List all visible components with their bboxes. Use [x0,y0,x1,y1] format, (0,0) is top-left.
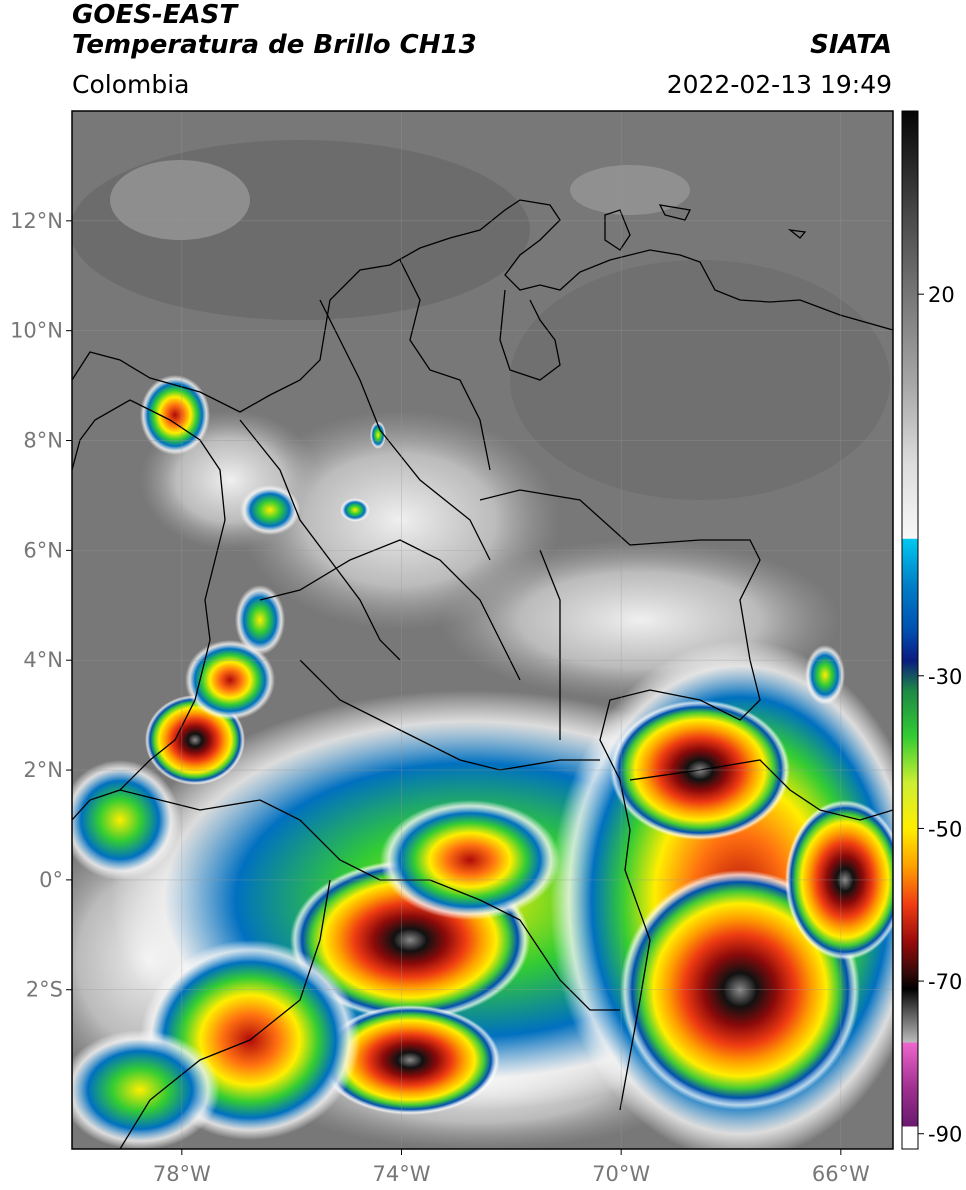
colorbar-tick-label: 20 [928,283,955,307]
borders [72,199,893,1149]
lat-tick-label: 10°N [10,319,63,343]
lat-tick-label: 2°S [26,978,63,1002]
colorbar-frame [901,110,919,1150]
ecuador-peru-border [119,879,331,1149]
convection-cell [380,800,560,920]
department-border [259,539,521,681]
colorbar-tick-label: -50 [928,817,962,841]
department-border [539,549,561,740]
imagery [72,111,893,1149]
datetime-label: 2022-02-13 19:49 [666,70,892,99]
convection-cell [235,585,285,655]
map-frame [71,110,894,1150]
colorbar-tick-label: -30 [928,665,962,689]
department-border [319,299,491,561]
convection-cell [140,375,210,455]
convection-cell [370,421,386,449]
product-title: Temperatura de Brillo CH13 [72,30,477,60]
lon-tick-label: 70°W [592,1162,650,1186]
lat-tick-label: 2°N [23,758,63,782]
lat-tick-label: 6°N [23,538,63,562]
department-border [239,419,401,661]
convection-cell [72,1030,220,1149]
maracaibo-lake [499,289,561,381]
agency-label: SIATA [810,30,892,60]
convection-cell [72,760,180,880]
department-border [299,659,600,771]
longitude-axis: 78°W 74°W 70°W 66°W [153,1149,870,1186]
caribbean-coastline [72,199,893,413]
lon-tick-label: 78°W [153,1162,211,1186]
lat-tick-label: 8°N [23,429,63,453]
cirrus-streak [570,165,690,215]
storm-core [320,1005,500,1115]
lat-tick-label: 4°N [23,648,63,672]
colorbar-tick-label: -70 [928,970,962,994]
island-coast [787,229,807,239]
llanos-area [510,260,890,500]
colorbar-tick-label: -90 [928,1123,962,1147]
department-border [399,259,491,471]
lon-tick-label: 66°W [812,1162,870,1186]
colorbar-axis: 20 -30 -50 -70 -90 [918,283,962,1147]
island-coast [604,209,631,251]
lat-tick-label: 12°N [10,209,63,233]
lat-tick-label: 0° [39,868,63,892]
colombia-venezuela-brazil-border [479,489,761,1111]
satellite-name: GOES-EAST [72,0,238,30]
latitude-axis: 12°N 10°N 8°N 6°N 4°N 2°N 0° 2°S [10,209,72,1002]
cirrus-streak [110,160,250,240]
lon-tick-label: 74°W [372,1162,430,1186]
convection-cell [240,485,300,535]
colorbar-scale [902,111,918,1149]
convection-cell [805,645,845,705]
convection-cell [340,498,370,522]
region-label: Colombia [72,70,190,99]
island-coast [658,204,691,221]
graticule [72,111,893,1149]
